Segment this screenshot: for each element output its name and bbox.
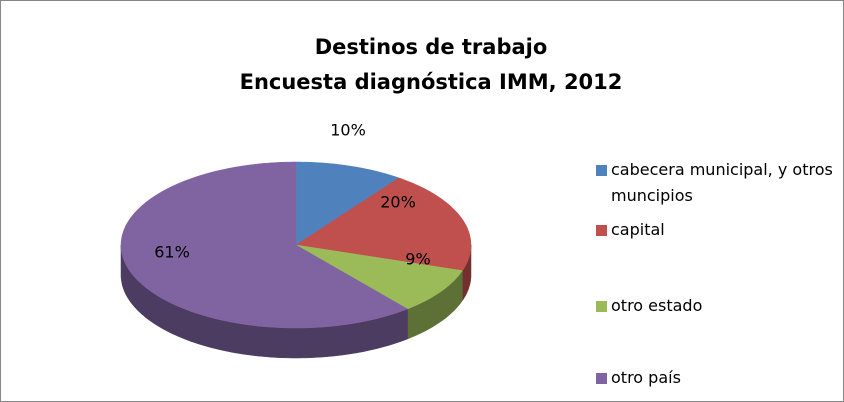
legend-item: otro país <box>596 368 836 391</box>
legend-item: capital <box>596 220 836 243</box>
data-label: 61% <box>154 243 190 262</box>
legend-item: cabecera municipal, y otros muncipios <box>596 160 836 209</box>
data-label: 20% <box>380 193 416 212</box>
legend-item: otro estado <box>596 296 836 319</box>
legend-swatch <box>596 301 607 312</box>
legend-swatch <box>596 225 607 236</box>
chart-subtitle: Encuesta diagnóstica IMM, 2012 <box>240 70 623 94</box>
legend-label: cabecera municipal, y otros muncipios <box>611 160 833 205</box>
pie-slice <box>295 161 400 246</box>
legend-swatch <box>596 373 607 384</box>
legend-swatch <box>596 165 607 176</box>
legend-label: capital <box>611 220 665 239</box>
legend-label: otro estado <box>611 296 703 315</box>
pie-slice <box>295 244 463 310</box>
legend-label: otro país <box>611 368 681 387</box>
pie-slice <box>120 161 409 329</box>
data-label: 9% <box>405 250 430 269</box>
chart-title: Destinos de trabajo <box>315 35 548 59</box>
pie-slice <box>295 177 472 271</box>
data-label: 10% <box>330 121 366 140</box>
